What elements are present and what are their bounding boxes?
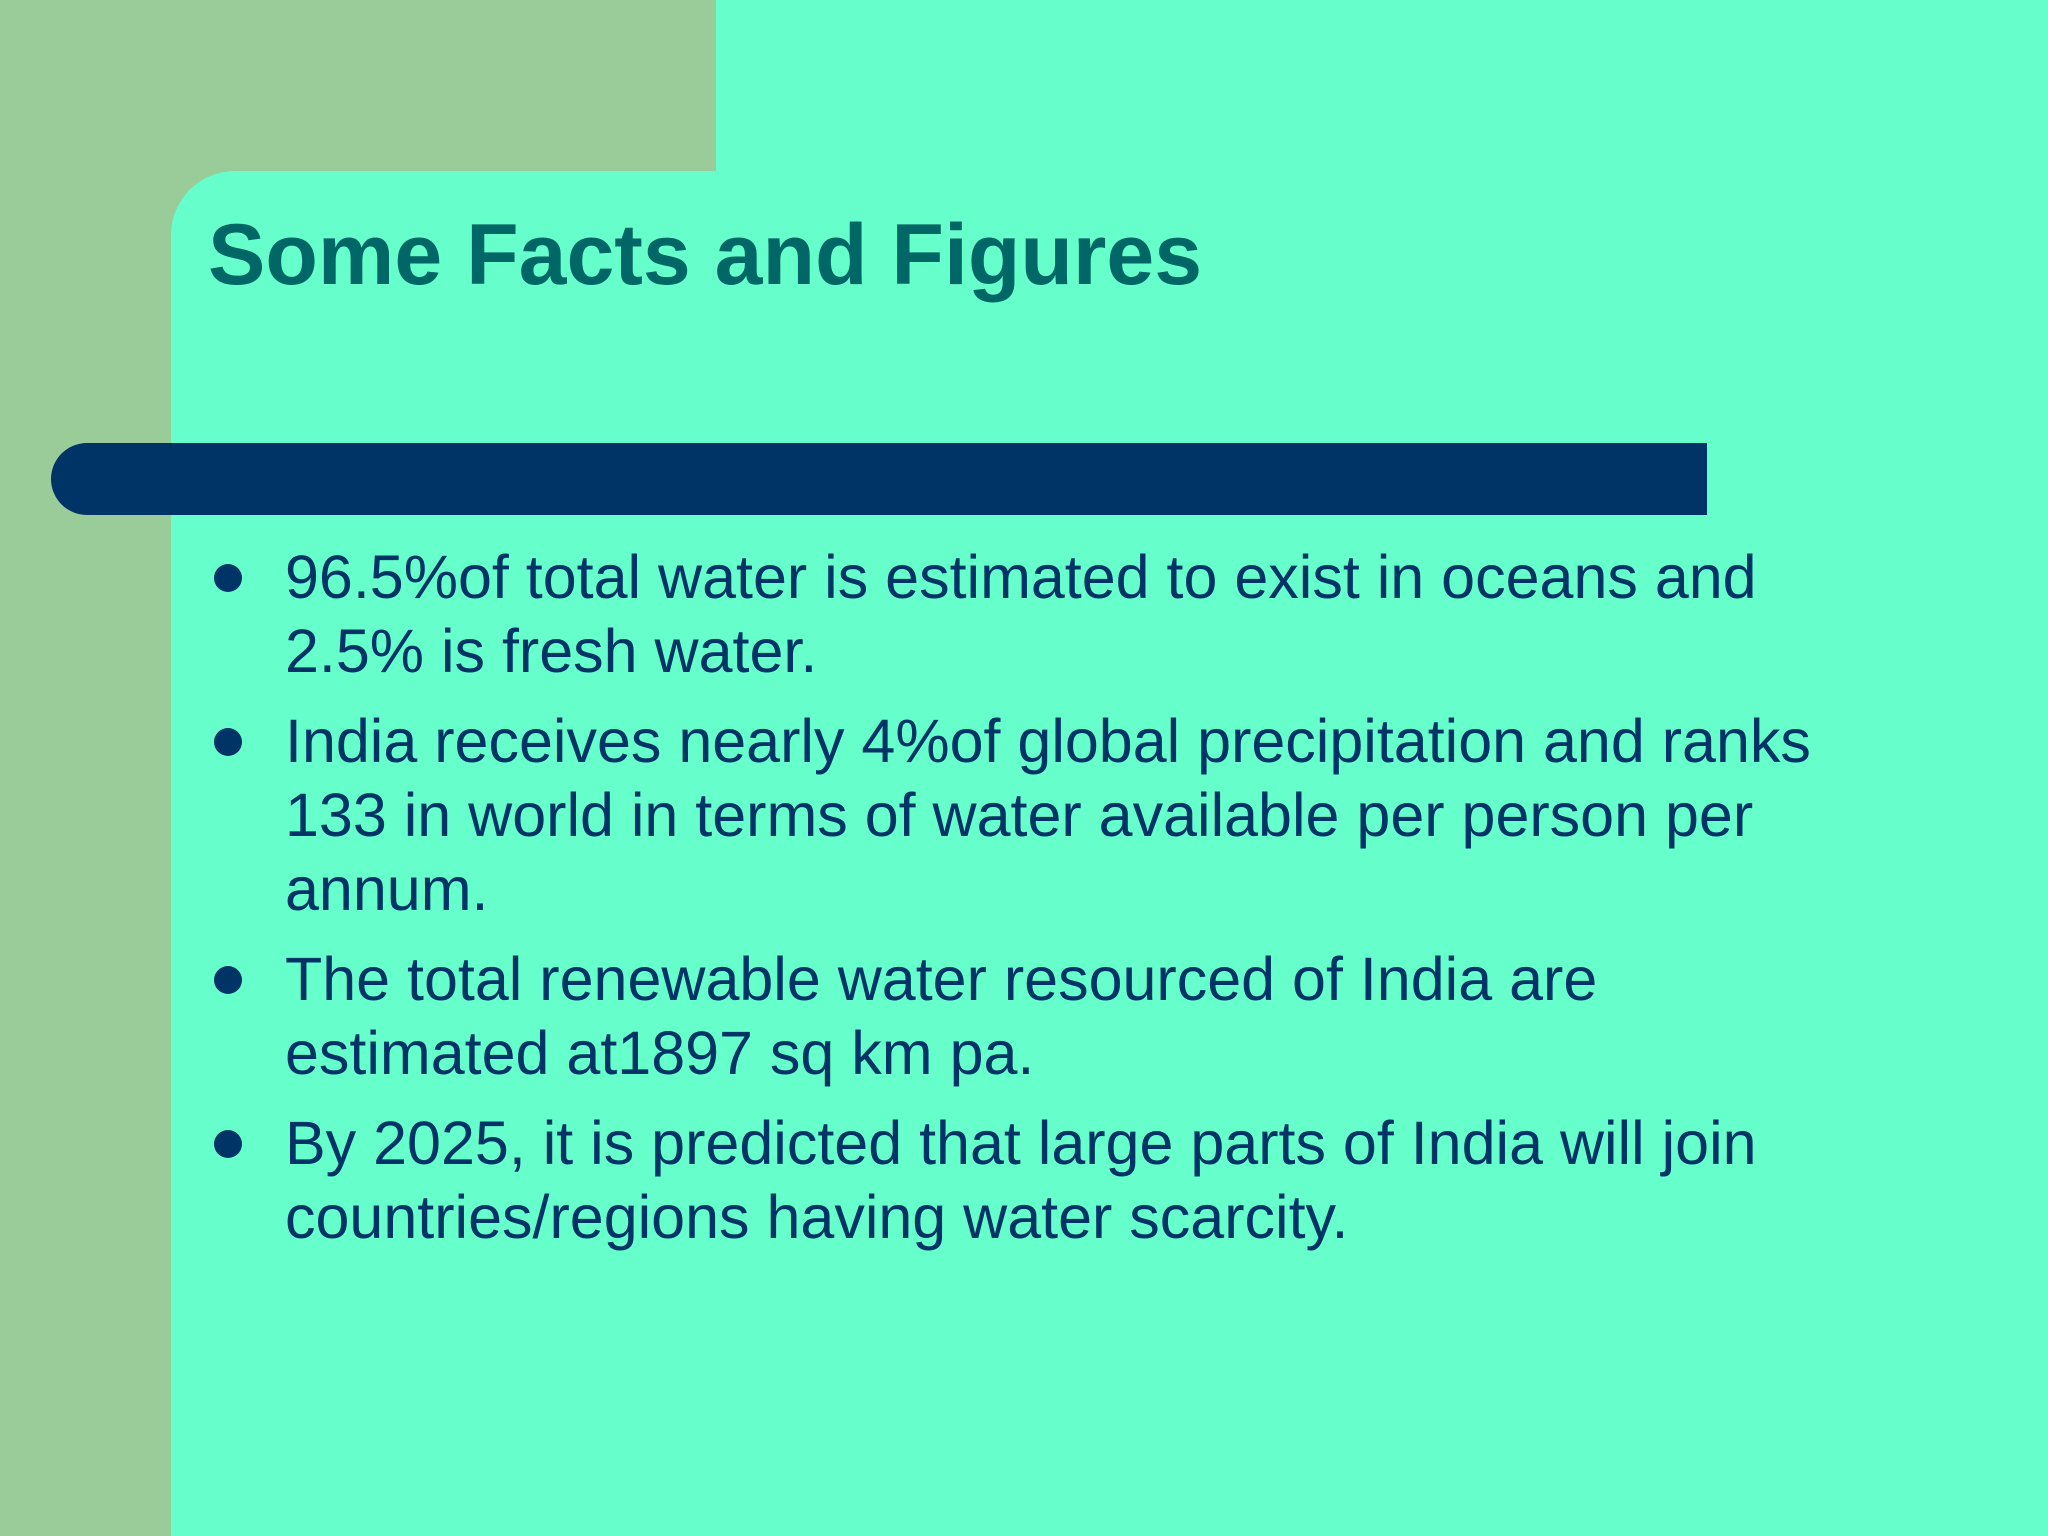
bullet-text: The total renewable water resourced of I… xyxy=(285,945,1598,1087)
bullet-item: India receives nearly 4%of global precip… xyxy=(208,704,1848,926)
slide-title: Some Facts and Figures xyxy=(208,207,1203,303)
bullet-dot-icon xyxy=(214,728,242,756)
bullet-list: 96.5%of total water is estimated to exis… xyxy=(208,540,1848,1270)
top-background xyxy=(716,0,2048,171)
bullet-dot-icon xyxy=(214,564,242,592)
bullet-text: 96.5%of total water is estimated to exis… xyxy=(285,543,1757,685)
content-panel xyxy=(171,171,2048,1536)
bullet-text: India receives nearly 4%of global precip… xyxy=(285,707,1811,923)
bullet-item: By 2025, it is predicted that large part… xyxy=(208,1106,1848,1254)
bullet-dot-icon xyxy=(214,1130,242,1158)
bullet-item: 96.5%of total water is estimated to exis… xyxy=(208,540,1848,688)
bullet-text: By 2025, it is predicted that large part… xyxy=(285,1109,1757,1251)
title-divider-bar xyxy=(51,443,1707,515)
bullet-dot-icon xyxy=(214,966,242,994)
bullet-item: The total renewable water resourced of I… xyxy=(208,942,1848,1090)
